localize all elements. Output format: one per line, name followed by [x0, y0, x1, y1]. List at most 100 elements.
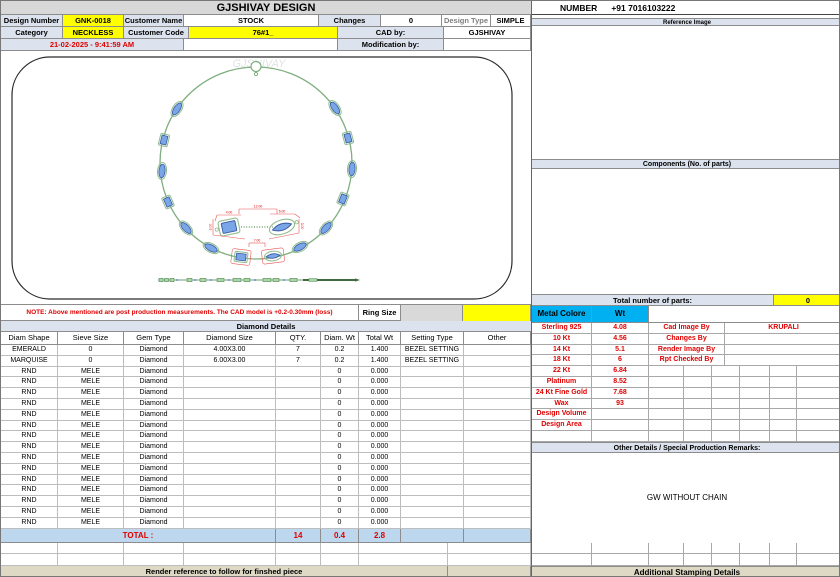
diamond-size-cell[interactable] — [184, 431, 276, 443]
metal-wt-cell[interactable]: 6.84 — [592, 366, 649, 377]
customer-code-value[interactable]: 76#1_ — [189, 27, 338, 39]
other-cell[interactable] — [464, 463, 531, 475]
setting-type-cell[interactable] — [401, 398, 464, 410]
empty-cell[interactable] — [359, 542, 448, 555]
diam-wt-cell[interactable]: 0 — [321, 474, 359, 486]
ring-size-cell[interactable] — [401, 305, 463, 322]
empty-cell[interactable] — [532, 554, 592, 566]
empty-cell[interactable] — [797, 366, 839, 377]
empty-cell[interactable] — [712, 387, 740, 399]
diamond-size-cell[interactable] — [184, 409, 276, 421]
empty-cell[interactable] — [649, 366, 684, 377]
empty-cell[interactable] — [649, 376, 684, 388]
gem-type-cell[interactable]: Diamond — [124, 355, 184, 367]
metal-wt-cell[interactable] — [592, 430, 649, 442]
empty-cell[interactable] — [276, 542, 321, 555]
total-wt-cell[interactable]: 1.400 — [359, 355, 401, 367]
empty-cell[interactable] — [712, 366, 740, 377]
diam-wt-cell[interactable]: 0 — [321, 485, 359, 497]
other-cell[interactable] — [464, 355, 531, 367]
other-cell[interactable] — [464, 485, 531, 497]
diam-shape-cell[interactable]: MARQUISE — [1, 355, 58, 367]
category-value[interactable]: NECKLESS — [63, 27, 124, 39]
gem-type-cell[interactable]: Diamond — [124, 366, 184, 378]
diamond-size-cell[interactable] — [184, 398, 276, 410]
empty-cell[interactable] — [684, 409, 712, 421]
diamond-size-cell[interactable] — [184, 420, 276, 432]
sieve-size-cell[interactable]: MELE — [58, 398, 124, 410]
empty-cell[interactable] — [797, 409, 839, 421]
sieve-size-cell[interactable]: 0 — [58, 345, 124, 356]
qty-cell[interactable] — [276, 452, 321, 464]
empty-cell[interactable] — [184, 542, 276, 555]
sieve-size-cell[interactable]: 0 — [58, 355, 124, 367]
metal-wt-cell[interactable]: 6 — [592, 355, 649, 367]
total-wt-cell[interactable]: 0.000 — [359, 506, 401, 518]
diam-wt-cell[interactable]: 0 — [321, 420, 359, 432]
metal-wt-cell[interactable]: 8.52 — [592, 376, 649, 388]
diam-wt-cell[interactable]: 0.2 — [321, 345, 359, 356]
gem-type-cell[interactable]: Diamond — [124, 474, 184, 486]
setting-type-cell[interactable] — [401, 388, 464, 399]
design-type-value[interactable]: SIMPLE — [491, 15, 531, 27]
empty-cell[interactable] — [58, 542, 124, 555]
metal-wt-cell[interactable] — [592, 409, 649, 421]
sieve-size-cell[interactable]: MELE — [58, 366, 124, 378]
diam-wt-cell[interactable]: 0.2 — [321, 355, 359, 367]
empty-cell[interactable] — [321, 554, 359, 566]
diam-shape-cell[interactable]: RND — [1, 388, 58, 399]
gem-type-cell[interactable]: Diamond — [124, 452, 184, 464]
diam-shape-cell[interactable]: EMERALD — [1, 345, 58, 356]
diamond-size-cell[interactable] — [184, 442, 276, 453]
gem-type-cell[interactable]: Diamond — [124, 398, 184, 410]
empty-cell[interactable] — [184, 554, 276, 566]
credit-value[interactable]: KRUPALI — [725, 323, 839, 334]
setting-type-cell[interactable] — [401, 377, 464, 389]
qty-cell[interactable] — [276, 474, 321, 486]
empty-cell[interactable] — [124, 554, 184, 566]
sieve-size-cell[interactable]: MELE — [58, 506, 124, 518]
empty-cell[interactable] — [740, 430, 770, 442]
empty-cell[interactable] — [684, 398, 712, 410]
sieve-size-cell[interactable]: MELE — [58, 452, 124, 464]
setting-type-cell[interactable] — [401, 463, 464, 475]
metal-name-cell[interactable]: Design Volume — [532, 409, 592, 421]
empty-cell[interactable] — [684, 542, 712, 555]
metal-wt-cell[interactable]: 4.08 — [592, 323, 649, 334]
gem-type-cell[interactable]: Diamond — [124, 496, 184, 507]
diamond-size-cell[interactable] — [184, 366, 276, 378]
other-cell[interactable] — [464, 431, 531, 443]
metal-name-cell[interactable] — [532, 430, 592, 442]
gem-type-cell[interactable]: Diamond — [124, 485, 184, 497]
metal-name-cell[interactable]: 18 Kt — [532, 355, 592, 367]
empty-cell[interactable] — [1, 554, 58, 566]
diam-shape-cell[interactable]: RND — [1, 463, 58, 475]
other-cell[interactable] — [464, 377, 531, 389]
empty-cell[interactable] — [770, 366, 797, 377]
diam-wt-cell[interactable]: 0 — [321, 377, 359, 389]
diam-wt-cell[interactable]: 0 — [321, 442, 359, 453]
diamond-size-cell[interactable] — [184, 463, 276, 475]
components-area[interactable] — [532, 169, 839, 294]
credit-value[interactable] — [725, 345, 839, 356]
setting-type-cell[interactable] — [401, 420, 464, 432]
empty-cell[interactable] — [797, 399, 839, 410]
gem-type-cell[interactable]: Diamond — [124, 463, 184, 475]
setting-type-cell[interactable] — [401, 517, 464, 529]
gem-type-cell[interactable]: Diamond — [124, 388, 184, 399]
diamond-size-cell[interactable] — [184, 388, 276, 399]
diam-wt-cell[interactable]: 0 — [321, 366, 359, 378]
qty-cell[interactable] — [276, 517, 321, 529]
total-parts-value[interactable]: 0 — [774, 294, 839, 306]
diam-shape-cell[interactable]: RND — [1, 398, 58, 410]
diam-shape-cell[interactable]: RND — [1, 452, 58, 464]
empty-cell[interactable] — [712, 542, 740, 555]
diam-shape-cell[interactable]: RND — [1, 517, 58, 529]
empty-cell[interactable] — [797, 431, 839, 442]
gem-type-cell[interactable]: Diamond — [124, 345, 184, 356]
qty-cell[interactable] — [276, 420, 321, 432]
metal-name-cell[interactable]: 10 Kt — [532, 333, 592, 345]
metal-name-cell[interactable]: Sterling 925 — [532, 323, 592, 334]
total-wt-cell[interactable]: 0.000 — [359, 517, 401, 529]
empty-cell[interactable] — [448, 542, 531, 555]
